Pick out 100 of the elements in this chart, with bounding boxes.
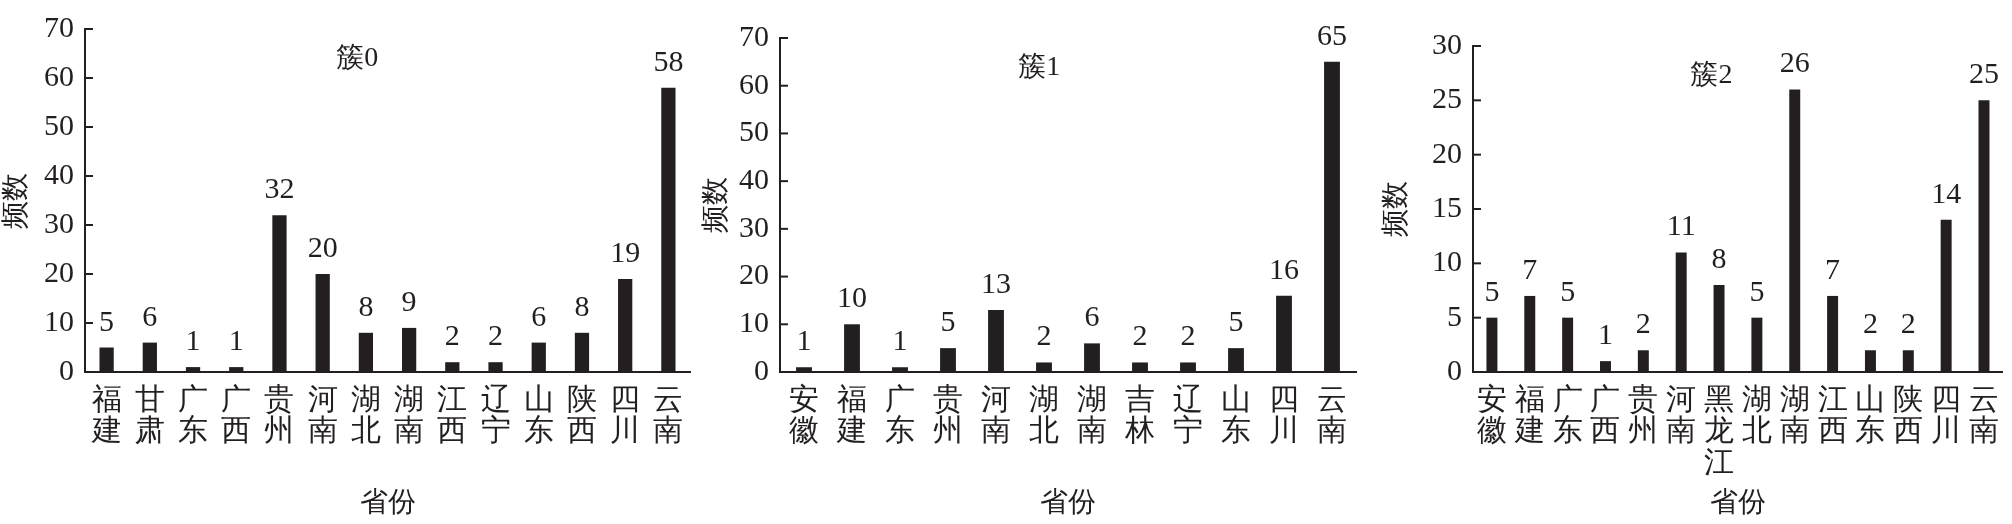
data-label: 65 <box>1317 17 1347 51</box>
x-tick-label: 福建 <box>1513 381 1545 447</box>
x-tick-label: 四川 <box>1931 381 1962 447</box>
data-label: 25 <box>1969 56 1999 90</box>
data-label: 5 <box>1484 273 1500 307</box>
y-tick-label: 60 <box>44 58 74 92</box>
x-tick-label: 四川 <box>1269 381 1299 447</box>
data-label: 8 <box>1711 241 1727 275</box>
data-label: 32 <box>264 171 295 205</box>
x-tick-label: 广东 <box>178 381 209 447</box>
data-label: 2 <box>1635 306 1651 340</box>
x-tick-label: 河南 <box>981 381 1011 447</box>
x-tick-label: 山东 <box>523 381 554 447</box>
data-label: 1 <box>228 323 244 357</box>
x-tick-label: 福建 <box>90 381 122 447</box>
x-tick-label: 四川 <box>610 381 641 447</box>
x-axis-title: 省份 <box>359 485 416 517</box>
y-tick-label: 10 <box>739 305 769 339</box>
chart-title: 簇1 <box>1018 50 1061 82</box>
data-label: 1 <box>892 323 908 357</box>
x-tick-label: 贵州 <box>264 381 295 447</box>
data-label: 8 <box>574 288 590 322</box>
x-tick-label: 湖南 <box>394 381 425 447</box>
y-tick-label: 10 <box>1432 244 1462 278</box>
y-tick-label: 30 <box>1432 26 1462 60</box>
data-label: 13 <box>981 265 1011 299</box>
y-tick-label: 5 <box>1447 298 1462 332</box>
chart-title: 簇2 <box>1690 58 1733 90</box>
x-tick-label: 辽宁 <box>480 381 511 447</box>
y-axis-title: 频数 <box>1379 181 1411 237</box>
x-tick-label: 山东 <box>1855 381 1886 447</box>
y-tick-label: 15 <box>1432 189 1462 223</box>
data-label: 26 <box>1779 45 1810 79</box>
x-tick-label: 云南 <box>653 381 684 447</box>
data-label: 7 <box>1522 251 1538 285</box>
y-tick-label: 60 <box>739 66 769 100</box>
y-tick-label: 0 <box>754 352 769 386</box>
data-label: 19 <box>610 234 641 268</box>
data-label: 5 <box>1228 304 1244 338</box>
data-label: 2 <box>1862 306 1878 340</box>
data-label: 2 <box>1132 318 1148 352</box>
x-tick-label: 广东 <box>1552 381 1583 447</box>
x-tick-label: 甘肃 <box>134 381 165 447</box>
x-tick-label: 湖北 <box>1029 381 1059 447</box>
data-label: 2 <box>1036 318 1052 352</box>
data-label: 9 <box>401 283 417 317</box>
data-label: 6 <box>142 298 158 332</box>
x-tick-label: 湖南 <box>1077 381 1107 447</box>
data-label: 7 <box>1825 251 1841 285</box>
x-tick-label: 广西 <box>221 381 252 447</box>
x-tick-label: 安徽 <box>1476 381 1507 447</box>
data-label: 8 <box>358 288 374 322</box>
data-label: 1 <box>796 323 812 357</box>
chart-title: 簇0 <box>336 41 379 73</box>
x-tick-label: 黑龙江 <box>1704 381 1735 478</box>
data-label: 16 <box>1269 251 1299 285</box>
data-label: 1 <box>185 323 201 357</box>
x-axis-title: 省份 <box>1709 485 1766 517</box>
data-label: 14 <box>1931 175 1962 209</box>
y-tick-label: 0 <box>1447 352 1462 386</box>
x-tick-label: 河南 <box>1666 381 1697 447</box>
data-label: 2 <box>488 318 504 352</box>
x-tick-label: 湖北 <box>1741 381 1772 447</box>
y-tick-label: 40 <box>44 156 74 190</box>
data-label: 20 <box>307 230 338 263</box>
x-tick-label: 吉林 <box>1124 381 1155 447</box>
x-tick-label: 广西 <box>1590 381 1621 447</box>
data-label: 58 <box>653 43 684 77</box>
y-tick-label: 20 <box>44 254 74 288</box>
y-tick-label: 30 <box>44 205 74 239</box>
x-tick-label: 江西 <box>1817 381 1848 447</box>
x-tick-label: 贵州 <box>933 381 963 447</box>
y-axis-title: 频数 <box>699 177 731 233</box>
data-label: 5 <box>940 304 956 338</box>
data-label: 1 <box>1597 317 1613 351</box>
x-tick-label: 河南 <box>307 381 338 447</box>
y-axis-title: 频数 <box>0 172 31 229</box>
x-tick-label: 广东 <box>885 381 915 447</box>
data-label: 11 <box>1666 208 1696 242</box>
data-label: 5 <box>1749 273 1765 307</box>
y-tick-label: 20 <box>739 257 769 291</box>
x-tick-label: 福建 <box>836 381 867 447</box>
y-tick-label: 40 <box>739 162 769 196</box>
data-label: 5 <box>1560 273 1576 307</box>
y-tick-label: 50 <box>739 114 769 148</box>
x-tick-label: 湖北 <box>350 381 381 447</box>
y-tick-label: 0 <box>59 352 74 386</box>
x-tick-label: 云南 <box>1317 381 1347 447</box>
x-tick-label: 湖南 <box>1779 381 1810 447</box>
x-tick-label: 江西 <box>437 381 468 447</box>
x-tick-label: 辽宁 <box>1173 381 1203 447</box>
data-label: 5 <box>99 303 115 337</box>
data-label: 2 <box>1900 306 1916 340</box>
x-axis-title: 省份 <box>1040 485 1096 517</box>
data-label: 6 <box>531 298 547 332</box>
x-tick-label: 安徽 <box>789 381 819 447</box>
x-tick-label: 山东 <box>1221 381 1251 447</box>
data-label: 10 <box>837 280 867 314</box>
x-tick-label: 陕西 <box>566 381 597 447</box>
y-tick-label: 50 <box>44 107 74 141</box>
